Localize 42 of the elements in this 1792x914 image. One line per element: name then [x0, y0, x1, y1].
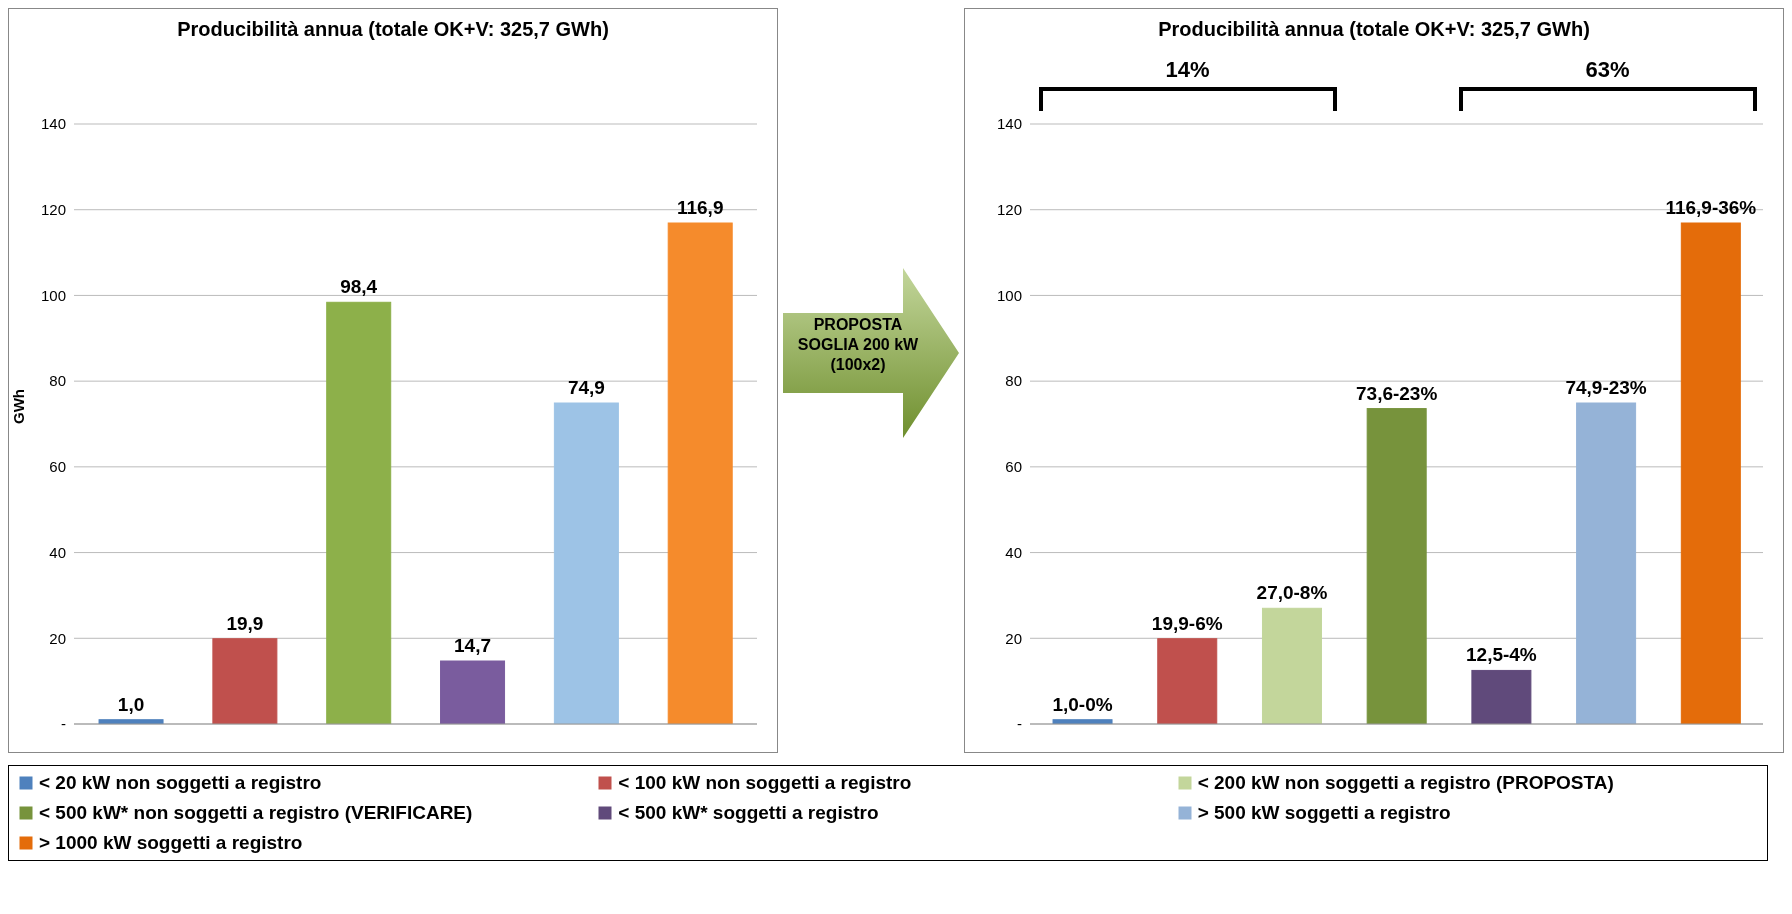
y-tick-label: 80 [1005, 372, 1022, 390]
data-label: 74,9 [567, 377, 605, 398]
chart-title: Producibilità annua (totale OK+V: 325,7 GWh) [1157, 17, 1591, 42]
y-tick-label: 40 [49, 543, 66, 561]
y-tick-label: 80 [49, 372, 66, 390]
chart-title: Producibilità annua (totale OK+V: 325,7 GWh) [176, 17, 610, 42]
y-tick-label: 20 [1005, 629, 1022, 647]
data-label: 74,9-23% [1565, 377, 1647, 398]
data-label: 14,7 [454, 635, 492, 656]
y-tick-label: 100 [996, 286, 1022, 304]
y-tick-label: 60 [1005, 458, 1022, 476]
legend-label: > 500 kW soggetti a registro [1197, 802, 1451, 824]
y-tick-label: 60 [49, 458, 66, 476]
y-tick-label: 120 [40, 201, 66, 219]
legend-label: > 1000 kW soggetti a registro [39, 832, 303, 854]
y-tick-label: 40 [1005, 543, 1022, 561]
y-tick-label: 20 [49, 629, 66, 647]
data-label: 12,5-4% [1466, 644, 1537, 666]
data-label: 116,9 [676, 197, 724, 218]
y-tick-label: 100 [40, 286, 66, 304]
legend-label: < 500 kW* soggetti a registro [618, 802, 879, 824]
data-label: 19,9 [226, 612, 264, 634]
y-tick-label: - [1017, 715, 1022, 733]
data-label: 27,0-8% [1256, 582, 1328, 604]
legend-label: < 200 kW non soggetti a registro (PROPOSTA) [1197, 772, 1614, 794]
y-axis-title: GWh [10, 389, 28, 424]
text: 14% [1164, 57, 1211, 83]
y-tick-label: 140 [996, 115, 1022, 133]
legend-label: < 100 kW non soggetti a registro [618, 772, 912, 794]
data-label: 116,9-36% [1665, 197, 1757, 218]
data-label: 98,4 [340, 276, 378, 298]
data-label: 1,0-0% [1052, 693, 1113, 715]
text: PROPOSTA SOGLIA 200 kW (100x2) [796, 315, 920, 375]
data-label: 19,9-6% [1151, 612, 1223, 634]
y-tick-label: 120 [996, 201, 1022, 219]
data-label: 1,0 [117, 693, 145, 715]
data-label: 73,6-23% [1356, 382, 1438, 404]
legend-label: < 500 kW* non soggetti a registro (VERIFICARE) [39, 802, 473, 824]
y-tick-label: - [61, 715, 66, 733]
y-tick-label: 140 [40, 115, 66, 133]
legend-label: < 20 kW non soggetti a registro [39, 772, 322, 794]
text: 63% [1584, 57, 1631, 83]
